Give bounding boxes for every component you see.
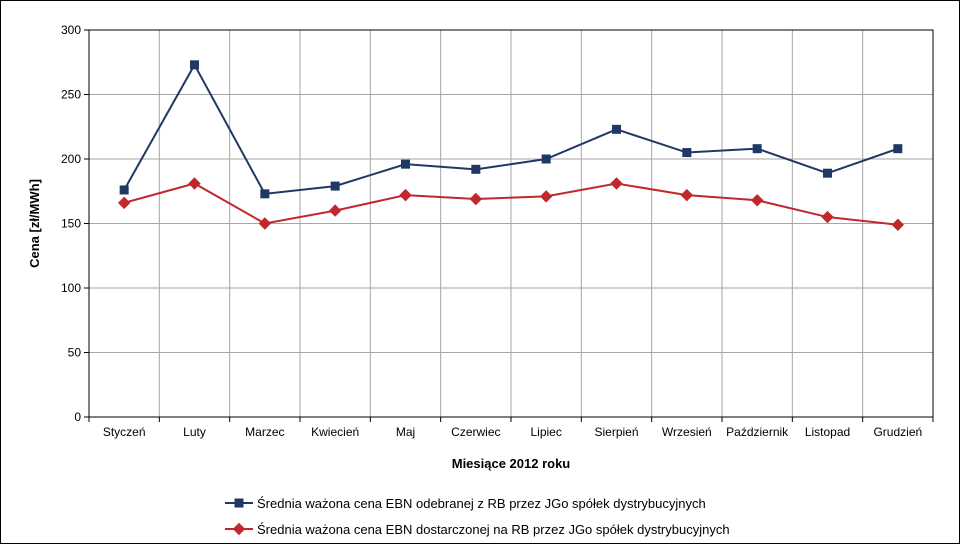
series-2 bbox=[117, 177, 905, 231]
data-point bbox=[893, 144, 903, 154]
y-tick-label: 0 bbox=[74, 410, 81, 424]
legend-entry: Średnia ważona cena EBN odebranej z RB p… bbox=[225, 496, 706, 511]
x-axis-title: Miesiące 2012 roku bbox=[452, 456, 571, 471]
y-tick-label: 150 bbox=[61, 217, 81, 231]
x-tick-label: Czerwiec bbox=[451, 425, 500, 439]
data-point bbox=[399, 188, 412, 202]
data-point bbox=[680, 188, 694, 202]
legend-marker bbox=[234, 498, 244, 508]
data-point bbox=[891, 218, 905, 231]
x-tick-label: Grudzień bbox=[873, 425, 922, 439]
legend-entry: Średnia ważona cena EBN dostarczonej na … bbox=[225, 522, 730, 537]
y-tick-label: 100 bbox=[61, 281, 81, 295]
data-point bbox=[258, 217, 272, 230]
x-axis-ticks: Styczeń Luty Marzec Kwiecień Maj Czerwiec Lipi… bbox=[88, 417, 934, 439]
gridlines bbox=[89, 30, 933, 417]
x-tick-label: Wrzesień bbox=[662, 425, 712, 439]
x-tick-label: Styczeń bbox=[103, 425, 146, 439]
data-point bbox=[328, 204, 342, 217]
data-point bbox=[612, 124, 621, 134]
series-1 bbox=[119, 60, 903, 199]
data-point bbox=[682, 148, 692, 158]
x-tick-label: Lipiec bbox=[530, 425, 561, 439]
y-axis-title: Cena [zł/MWh] bbox=[27, 179, 42, 268]
x-tick-label: Luty bbox=[183, 425, 206, 439]
x-tick-label: Kwiecień bbox=[311, 425, 359, 439]
y-tick-label: 50 bbox=[68, 346, 82, 360]
legend-label: Średnia ważona cena EBN odebranej z RB p… bbox=[257, 496, 706, 511]
legend-label: Średnia ważona cena EBN dostarczonej na … bbox=[257, 522, 730, 537]
y-axis-ticks: 0 50 100 150 200 250 300 bbox=[61, 23, 89, 424]
x-tick-label: Marzec bbox=[245, 425, 284, 439]
data-point bbox=[117, 196, 131, 210]
data-point bbox=[190, 60, 199, 70]
x-tick-label: Listopad bbox=[805, 425, 850, 439]
data-point bbox=[471, 164, 481, 174]
data-point bbox=[260, 189, 270, 199]
x-tick-label: Sierpień bbox=[594, 425, 638, 439]
data-point bbox=[188, 177, 201, 190]
series-group bbox=[117, 60, 905, 231]
data-point bbox=[750, 194, 764, 207]
data-point bbox=[539, 190, 553, 203]
series-line bbox=[123, 62, 899, 195]
legend: Średnia ważona cena EBN odebranej z RB p… bbox=[225, 496, 730, 537]
y-tick-label: 250 bbox=[61, 88, 81, 102]
data-point bbox=[401, 159, 410, 169]
data-point bbox=[330, 181, 340, 191]
x-tick-label: Maj bbox=[396, 425, 415, 439]
data-point bbox=[610, 177, 623, 190]
x-tick-label: Październik bbox=[726, 425, 789, 439]
data-point bbox=[823, 168, 832, 178]
legend-marker bbox=[232, 522, 246, 536]
data-point bbox=[821, 210, 834, 224]
y-tick-label: 200 bbox=[61, 152, 81, 166]
data-point bbox=[119, 185, 129, 195]
y-tick-label: 300 bbox=[61, 23, 81, 37]
series-line bbox=[123, 182, 898, 226]
data-point bbox=[469, 192, 483, 206]
data-point bbox=[541, 154, 551, 164]
data-point bbox=[752, 144, 762, 154]
